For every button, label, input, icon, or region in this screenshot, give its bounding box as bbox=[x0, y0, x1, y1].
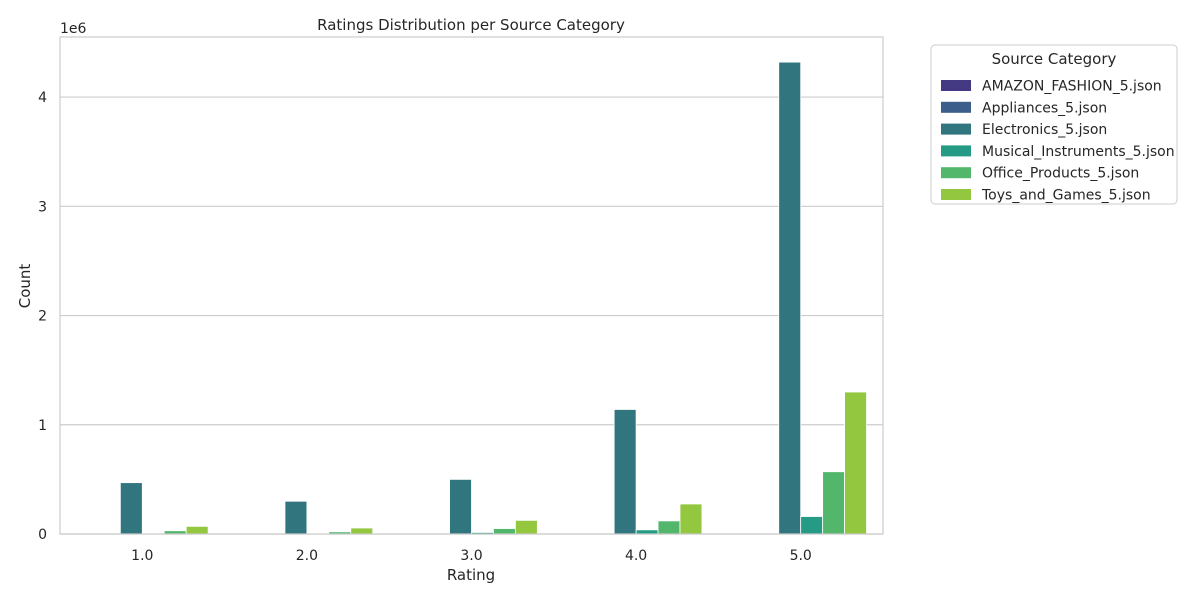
bar bbox=[844, 391, 867, 535]
legend-label: Appliances_5.json bbox=[982, 100, 1107, 116]
legend-swatch bbox=[941, 80, 971, 91]
y-tick-label: 1 bbox=[38, 418, 47, 434]
bar bbox=[185, 525, 209, 535]
y-tick-label: 4 bbox=[38, 90, 47, 106]
bar bbox=[822, 471, 845, 535]
x-tick-label: 2.0 bbox=[296, 548, 318, 564]
legend: Source Category AMAZON_FASHION_5.json App… bbox=[930, 44, 1178, 205]
legend-title: Source Category bbox=[992, 50, 1117, 68]
x-tick-label: 4.0 bbox=[625, 548, 647, 564]
plot-area bbox=[60, 37, 883, 534]
legend-swatch bbox=[941, 123, 971, 135]
bar bbox=[449, 478, 472, 535]
y-axis-label: Count bbox=[16, 264, 34, 309]
x-tick-labels: 1.0 2.0 3.0 4.0 5.0 bbox=[131, 548, 812, 564]
x-tick-label: 5.0 bbox=[790, 548, 812, 564]
bar bbox=[778, 61, 802, 535]
bar bbox=[679, 503, 703, 535]
bar bbox=[284, 500, 308, 535]
bar bbox=[514, 519, 538, 535]
x-axis-label: Rating bbox=[447, 566, 495, 584]
legend-label: Musical_Instruments_5.json bbox=[982, 144, 1175, 160]
bar bbox=[493, 528, 516, 535]
y-tick-label: 2 bbox=[38, 309, 47, 325]
bar bbox=[657, 520, 681, 535]
legend-swatch bbox=[941, 101, 971, 113]
legend-swatch bbox=[941, 167, 971, 179]
y-tick-labels: 0 1 2 3 4 bbox=[38, 90, 47, 543]
y-scale-multiplier: 1e6 bbox=[60, 21, 87, 37]
plot-frame bbox=[59, 36, 884, 535]
legend-label: Office_Products_5.json bbox=[982, 166, 1139, 182]
bar bbox=[350, 527, 374, 535]
bar bbox=[635, 529, 659, 535]
x-tick-label: 3.0 bbox=[460, 548, 482, 564]
legend-box bbox=[930, 44, 1178, 205]
bar bbox=[119, 482, 143, 535]
y-tick-label: 0 bbox=[38, 527, 47, 543]
legend-label: Electronics_5.json bbox=[982, 122, 1107, 138]
bar bbox=[800, 516, 824, 535]
legend-swatch bbox=[941, 189, 971, 200]
y-tick-label: 3 bbox=[38, 199, 47, 215]
chart-title: Ratings Distribution per Source Category bbox=[317, 16, 625, 34]
x-tick-label: 1.0 bbox=[131, 548, 153, 564]
legend-label: Toys_and_Games_5.json bbox=[981, 188, 1151, 204]
bar bbox=[613, 409, 637, 535]
legend-swatch bbox=[941, 145, 971, 157]
legend-label: AMAZON_FASHION_5.json bbox=[982, 79, 1162, 95]
legend-items: AMAZON_FASHION_5.json Appliances_5.json El… bbox=[941, 79, 1175, 204]
